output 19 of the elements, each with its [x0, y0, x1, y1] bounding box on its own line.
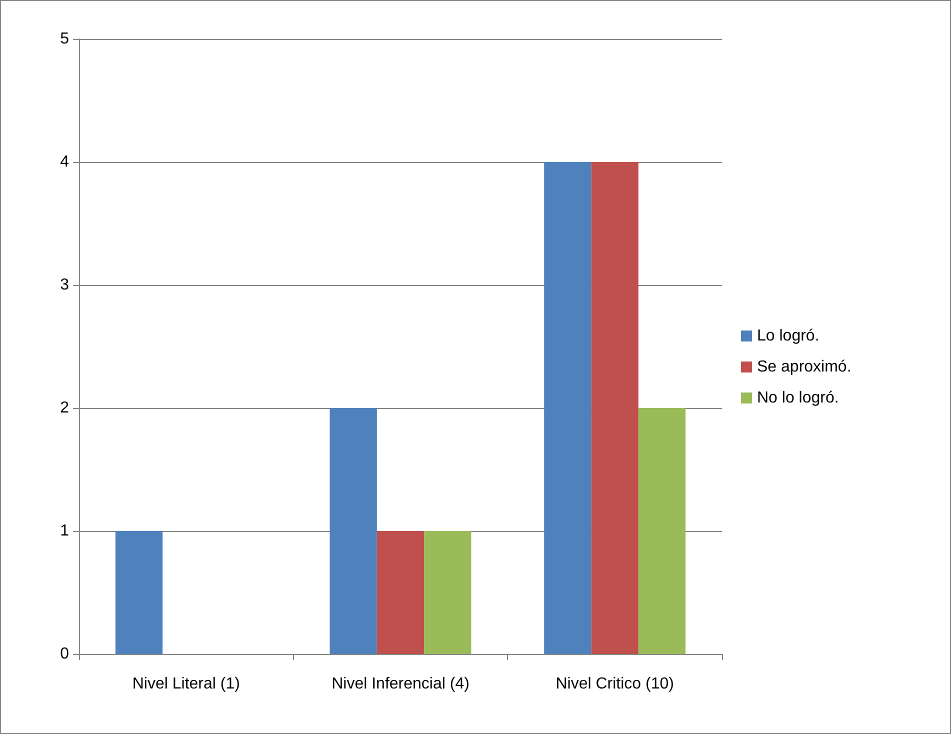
x-tick-label: Nivel Critico (10): [556, 676, 674, 692]
y-tick-label: 3: [60, 276, 70, 294]
legend-label: No lo logró.: [757, 390, 839, 406]
y-tick-label: 5: [60, 30, 70, 48]
legend-label: Lo logró.: [757, 328, 820, 344]
y-tick-label: 4: [60, 154, 70, 170]
x-tick-label: Nivel Literal (1): [132, 676, 240, 692]
y-tick-label: 0: [60, 646, 70, 662]
bar: [544, 162, 592, 654]
y-tick-label: 2: [60, 400, 70, 416]
y-tick-label: 1: [60, 522, 70, 540]
bar: [424, 531, 472, 654]
bar: [115, 531, 163, 654]
x-tick-label: Nivel Inferencial (4): [332, 676, 470, 692]
bar: [638, 408, 686, 654]
legend-label: Se aproximó.: [757, 358, 852, 376]
bar: [591, 162, 638, 654]
bar: [330, 408, 377, 654]
bar: [376, 531, 424, 654]
